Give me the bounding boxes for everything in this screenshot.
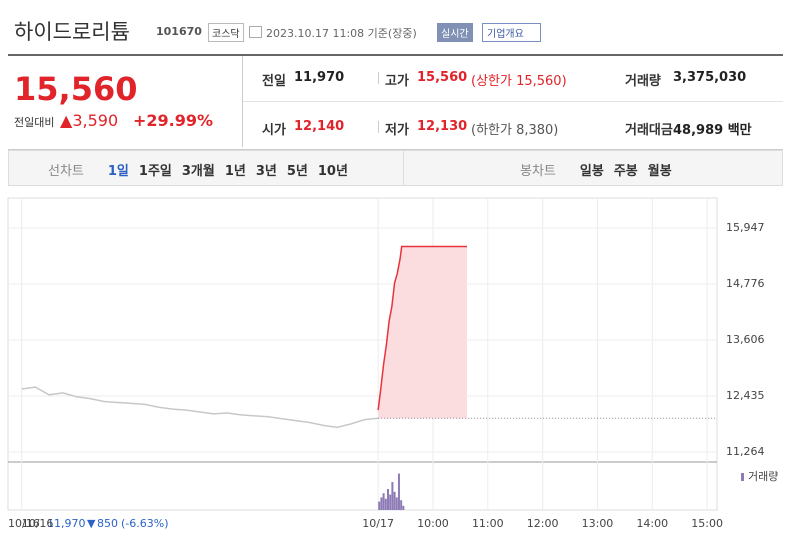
tab[interactable]: 10년 — [317, 164, 348, 179]
y-tick-label: 15,947 — [726, 221, 765, 234]
footer-pct: (-6.63%) — [121, 517, 169, 530]
x-tick-label: 10/17 — [362, 517, 394, 530]
volume-bar — [391, 482, 394, 510]
tab[interactable]: 일봉 — [579, 164, 604, 179]
tab[interactable]: 주봉 — [613, 164, 638, 179]
stat-value: 3,375,030 — [673, 70, 747, 85]
stat-value: 15,560 — [417, 70, 468, 85]
stat-extra: (상한가 15,560) — [471, 74, 567, 89]
tab[interactable]: 1주일 — [138, 164, 172, 179]
stat-label: 거래대금 — [625, 123, 673, 138]
change-label: 전일대비 — [14, 116, 55, 129]
y-tick-label: 14,776 — [726, 277, 765, 290]
stat-label: 고가 — [385, 74, 409, 89]
volume-bar — [397, 473, 400, 510]
info-box — [8, 54, 783, 150]
x-tick-label: 12:00 — [527, 517, 559, 530]
legend-swatch — [741, 473, 744, 481]
stat-label: 저가 — [385, 123, 409, 138]
line — [21, 386, 379, 429]
volume-bar — [402, 505, 405, 510]
stock-code: 101670 — [156, 25, 202, 38]
y-tick-label: 12,435 — [726, 389, 765, 402]
plot-frame — [7, 197, 718, 511]
datetime: 2023.10.17 11:08 기준(장중) — [266, 27, 417, 40]
tab[interactable]: 월봉 — [647, 164, 672, 179]
company-button[interactable]: 기업개요 — [482, 23, 541, 42]
stat-value: 12,130 — [417, 119, 468, 134]
volume-bar — [382, 493, 385, 510]
stat-value: 48,989 백만 — [673, 123, 752, 138]
tab[interactable]: 5년 — [286, 164, 308, 179]
footer-change: 850 — [97, 517, 118, 530]
divider — [403, 151, 404, 185]
x-tick-label: 14:00 — [636, 517, 668, 530]
stock-name: 하이드로리튬 — [14, 20, 130, 44]
volume-bar — [380, 497, 383, 510]
volume-bar — [386, 489, 389, 510]
divider — [242, 56, 243, 147]
change: 3,590 — [72, 111, 119, 130]
calendar-icon — [249, 26, 262, 38]
tab[interactable]: 3년 — [255, 164, 277, 179]
footer-date: 10/16 — [8, 517, 40, 530]
tab[interactable]: 1일 — [107, 164, 129, 179]
stat-value: 11,970 — [294, 70, 345, 85]
change-value: ▲3,590 — [60, 111, 119, 130]
area — [378, 246, 467, 419]
line-tabs: 선차트 1일 1주일 3개월 1년 3년 5년 10년 — [48, 160, 368, 179]
tab[interactable]: 3개월 — [181, 164, 215, 179]
realtime-badge[interactable]: 실시간 — [437, 23, 473, 42]
tab-label: 봉차트 — [520, 164, 556, 179]
x-tick-label: 15:00 — [691, 517, 723, 530]
volume-bar — [393, 491, 396, 510]
tab[interactable]: 1년 — [224, 164, 246, 179]
y-tick-label: 13,606 — [726, 333, 765, 346]
stat-label: 시가 — [262, 123, 286, 138]
legend-label: 거래량 — [748, 470, 778, 483]
stat-label: 전일 — [262, 74, 286, 89]
current-price: 15,560 — [14, 70, 138, 108]
volume-bar — [389, 494, 392, 510]
tab-label: 선차트 — [48, 164, 84, 179]
tab-bar — [8, 150, 783, 186]
volume-bar — [395, 497, 398, 510]
line — [377, 245, 467, 411]
footer-arrow: ▼ — [87, 517, 96, 530]
x-tick-label: 10:00 — [417, 517, 449, 530]
y-tick-label: 11,264 — [726, 445, 765, 458]
volume-bar — [400, 500, 403, 510]
x-tick-label: 13:00 — [582, 517, 614, 530]
volume-bar — [384, 498, 387, 510]
volume-bar — [378, 501, 381, 510]
divider — [243, 101, 783, 102]
stat-value: 12,140 — [294, 119, 345, 134]
market: 코스닥 — [208, 23, 244, 42]
divider — [378, 121, 379, 133]
x-tick-label: 11:00 — [472, 517, 504, 530]
change-pct: +29.99% — [133, 111, 214, 130]
stat-label: 거래량 — [625, 74, 661, 89]
candle-tabs: 봉차트 일봉 주봉 월봉 — [520, 160, 692, 179]
x-tick-label: 10/16 — [22, 517, 54, 530]
stat-extra: (하한가 8,380) — [471, 123, 559, 138]
divider — [378, 72, 379, 84]
footer-close: 11,970 — [47, 517, 86, 530]
